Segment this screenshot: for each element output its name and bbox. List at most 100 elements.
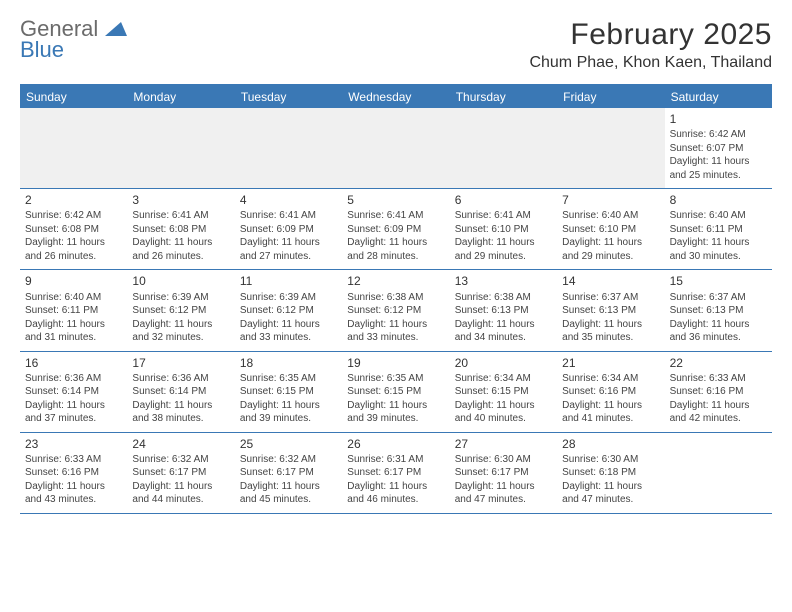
daylight-line: Daylight: 11 hours and 40 minutes. — [455, 399, 552, 426]
sunrise-line: Sunrise: 6:32 AM — [240, 453, 337, 467]
sunset-line: Sunset: 6:17 PM — [132, 466, 229, 480]
week-row: 1Sunrise: 6:42 AMSunset: 6:07 PMDaylight… — [20, 108, 772, 189]
day-cell: 14Sunrise: 6:37 AMSunset: 6:13 PMDayligh… — [557, 270, 664, 350]
empty-cell — [450, 108, 557, 188]
sunrise-line: Sunrise: 6:37 AM — [562, 291, 659, 305]
sunrise-line: Sunrise: 6:33 AM — [25, 453, 122, 467]
day-number: 12 — [347, 273, 444, 289]
day-cell: 1Sunrise: 6:42 AMSunset: 6:07 PMDaylight… — [665, 108, 772, 188]
dayname-monday: Monday — [127, 86, 234, 108]
sunset-line: Sunset: 6:07 PM — [670, 142, 767, 156]
daylight-line: Daylight: 11 hours and 29 minutes. — [455, 236, 552, 263]
day-number: 6 — [455, 192, 552, 208]
daylight-line: Daylight: 11 hours and 46 minutes. — [347, 480, 444, 507]
day-number: 24 — [132, 436, 229, 452]
sunrise-line: Sunrise: 6:32 AM — [132, 453, 229, 467]
sunrise-line: Sunrise: 6:33 AM — [670, 372, 767, 386]
day-cell: 19Sunrise: 6:35 AMSunset: 6:15 PMDayligh… — [342, 352, 449, 432]
sunset-line: Sunset: 6:11 PM — [25, 304, 122, 318]
daylight-line: Daylight: 11 hours and 26 minutes. — [25, 236, 122, 263]
day-number: 26 — [347, 436, 444, 452]
daylight-line: Daylight: 11 hours and 37 minutes. — [25, 399, 122, 426]
sunrise-line: Sunrise: 6:39 AM — [240, 291, 337, 305]
sunset-line: Sunset: 6:08 PM — [132, 223, 229, 237]
daylight-line: Daylight: 11 hours and 27 minutes. — [240, 236, 337, 263]
sunset-line: Sunset: 6:17 PM — [455, 466, 552, 480]
sunset-line: Sunset: 6:13 PM — [455, 304, 552, 318]
sunrise-line: Sunrise: 6:34 AM — [455, 372, 552, 386]
day-number: 21 — [562, 355, 659, 371]
day-cell: 18Sunrise: 6:35 AMSunset: 6:15 PMDayligh… — [235, 352, 342, 432]
day-number: 17 — [132, 355, 229, 371]
daylight-line: Daylight: 11 hours and 41 minutes. — [562, 399, 659, 426]
calendar: SundayMondayTuesdayWednesdayThursdayFrid… — [20, 84, 772, 514]
dayname-saturday: Saturday — [665, 86, 772, 108]
sunset-line: Sunset: 6:12 PM — [132, 304, 229, 318]
empty-cell — [557, 108, 664, 188]
empty-cell — [127, 108, 234, 188]
title-block: February 2025 Chum Phae, Khon Kaen, Thai… — [529, 18, 772, 72]
day-number: 2 — [25, 192, 122, 208]
daylight-line: Daylight: 11 hours and 31 minutes. — [25, 318, 122, 345]
sunrise-line: Sunrise: 6:40 AM — [25, 291, 122, 305]
sunrise-line: Sunrise: 6:38 AM — [455, 291, 552, 305]
sunrise-line: Sunrise: 6:36 AM — [25, 372, 122, 386]
day-number: 11 — [240, 273, 337, 289]
sunrise-line: Sunrise: 6:31 AM — [347, 453, 444, 467]
sunset-line: Sunset: 6:09 PM — [347, 223, 444, 237]
day-number: 9 — [25, 273, 122, 289]
sunrise-line: Sunrise: 6:42 AM — [25, 209, 122, 223]
week-row: 23Sunrise: 6:33 AMSunset: 6:16 PMDayligh… — [20, 433, 772, 514]
day-number: 28 — [562, 436, 659, 452]
day-cell: 15Sunrise: 6:37 AMSunset: 6:13 PMDayligh… — [665, 270, 772, 350]
day-cell: 6Sunrise: 6:41 AMSunset: 6:10 PMDaylight… — [450, 189, 557, 269]
daylight-line: Daylight: 11 hours and 28 minutes. — [347, 236, 444, 263]
sunset-line: Sunset: 6:17 PM — [240, 466, 337, 480]
sunrise-line: Sunrise: 6:41 AM — [455, 209, 552, 223]
daylight-line: Daylight: 11 hours and 47 minutes. — [562, 480, 659, 507]
day-cell: 22Sunrise: 6:33 AMSunset: 6:16 PMDayligh… — [665, 352, 772, 432]
sunrise-line: Sunrise: 6:34 AM — [562, 372, 659, 386]
week-row: 2Sunrise: 6:42 AMSunset: 6:08 PMDaylight… — [20, 189, 772, 270]
logo-word-2: Blue — [20, 39, 127, 61]
empty-cell — [665, 433, 772, 513]
day-number: 7 — [562, 192, 659, 208]
sunset-line: Sunset: 6:16 PM — [670, 385, 767, 399]
sunrise-line: Sunrise: 6:35 AM — [240, 372, 337, 386]
day-number: 16 — [25, 355, 122, 371]
day-number: 5 — [347, 192, 444, 208]
day-cell: 16Sunrise: 6:36 AMSunset: 6:14 PMDayligh… — [20, 352, 127, 432]
daylight-line: Daylight: 11 hours and 42 minutes. — [670, 399, 767, 426]
empty-cell — [235, 108, 342, 188]
sunrise-line: Sunrise: 6:41 AM — [240, 209, 337, 223]
sunrise-line: Sunrise: 6:42 AM — [670, 128, 767, 142]
day-cell: 9 Sunrise: 6:40 AMSunset: 6:11 PMDaylight… — [20, 270, 127, 350]
sunrise-line: Sunrise: 6:30 AM — [562, 453, 659, 467]
day-number: 15 — [670, 273, 767, 289]
day-number: 22 — [670, 355, 767, 371]
day-cell: 21Sunrise: 6:34 AMSunset: 6:16 PMDayligh… — [557, 352, 664, 432]
day-number: 18 — [240, 355, 337, 371]
daylight-line: Daylight: 11 hours and 26 minutes. — [132, 236, 229, 263]
day-cell: 28Sunrise: 6:30 AMSunset: 6:18 PMDayligh… — [557, 433, 664, 513]
header: General Blue February 2025 Chum Phae, Kh… — [20, 18, 772, 72]
sunrise-line: Sunrise: 6:36 AM — [132, 372, 229, 386]
sunset-line: Sunset: 6:18 PM — [562, 466, 659, 480]
sunrise-line: Sunrise: 6:39 AM — [132, 291, 229, 305]
dayname-tuesday: Tuesday — [235, 86, 342, 108]
daylight-line: Daylight: 11 hours and 33 minutes. — [347, 318, 444, 345]
sunset-line: Sunset: 6:14 PM — [25, 385, 122, 399]
daylight-line: Daylight: 11 hours and 32 minutes. — [132, 318, 229, 345]
day-number: 25 — [240, 436, 337, 452]
logo-text: General Blue — [20, 18, 127, 61]
day-number: 19 — [347, 355, 444, 371]
sunset-line: Sunset: 6:12 PM — [347, 304, 444, 318]
sunrise-line: Sunrise: 6:40 AM — [562, 209, 659, 223]
sunset-line: Sunset: 6:08 PM — [25, 223, 122, 237]
day-cell: 24Sunrise: 6:32 AMSunset: 6:17 PMDayligh… — [127, 433, 234, 513]
sunset-line: Sunset: 6:15 PM — [240, 385, 337, 399]
day-cell: 10Sunrise: 6:39 AMSunset: 6:12 PMDayligh… — [127, 270, 234, 350]
sunset-line: Sunset: 6:13 PM — [562, 304, 659, 318]
sunset-line: Sunset: 6:12 PM — [240, 304, 337, 318]
day-number: 3 — [132, 192, 229, 208]
